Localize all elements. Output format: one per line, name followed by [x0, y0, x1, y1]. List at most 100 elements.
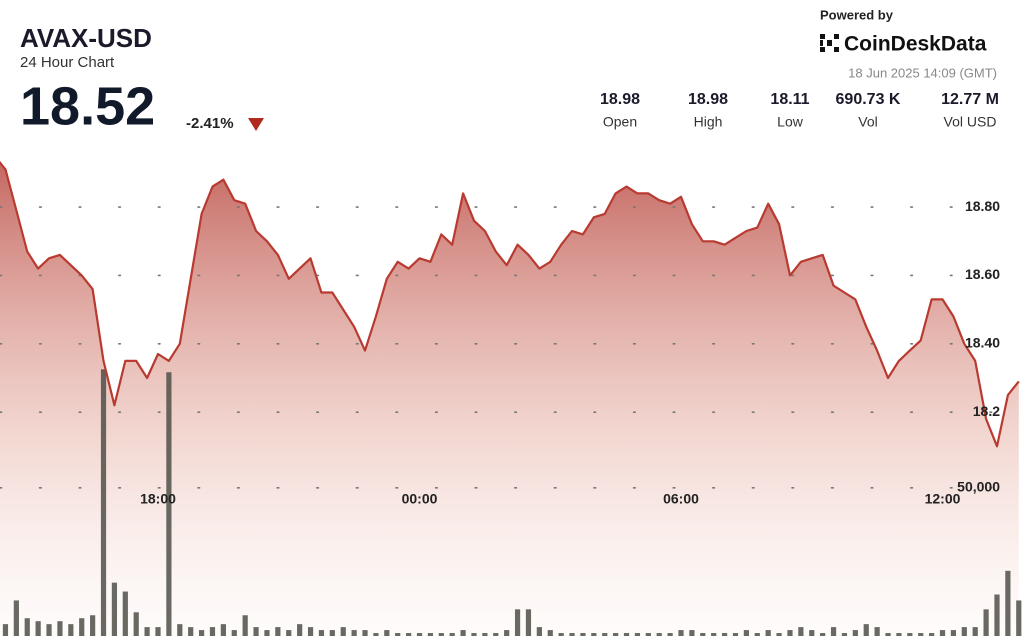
volume-bar	[961, 627, 967, 636]
volume-bar	[645, 633, 651, 636]
volume-bar	[188, 627, 194, 636]
volume-bar	[667, 633, 673, 636]
volume-bar	[198, 630, 205, 636]
volume-bar	[732, 633, 739, 636]
change: -2.41%	[186, 115, 234, 132]
volume-bar	[90, 615, 96, 636]
volume-bar	[1005, 570, 1011, 636]
volume-bar	[111, 582, 118, 636]
volume-bar	[514, 609, 521, 636]
x-tick-label: 06:00	[663, 491, 699, 507]
area-fill	[0, 162, 1019, 636]
volume-bar	[907, 633, 913, 636]
volume-bar	[939, 630, 946, 636]
stat-label: Vol USD	[944, 114, 997, 130]
volume-bar	[427, 633, 433, 636]
down-arrow	[248, 118, 264, 131]
volume-bar	[678, 630, 684, 636]
volume-bar	[122, 591, 128, 636]
volume-bar	[384, 630, 390, 636]
stat-value: 18.11	[770, 91, 809, 108]
volume-bar	[416, 633, 423, 636]
stat-value: 18.98	[688, 91, 728, 108]
volume-bar	[166, 372, 172, 636]
x-tick-label: 18:00	[140, 491, 176, 507]
volume-bar	[874, 627, 880, 636]
volume-bar	[307, 627, 314, 636]
volume-bar	[438, 633, 444, 636]
volume-bar	[547, 630, 553, 636]
stat-value: 690.73 K	[836, 91, 901, 108]
y-tick-label: 18.40	[965, 334, 1000, 350]
x-tick-label: 12:00	[925, 491, 961, 507]
volume-bar	[340, 627, 346, 636]
volume-bar	[493, 633, 499, 636]
y2-tick-label: 50,000	[957, 479, 1000, 495]
volume-bar	[634, 633, 641, 636]
stat-label: Open	[603, 114, 637, 130]
stat-label: High	[694, 114, 723, 130]
volume-bar	[35, 621, 41, 636]
powered-by: Powered by	[820, 7, 894, 22]
volume-bar	[841, 633, 848, 636]
volume-bar	[1016, 600, 1022, 636]
volume-bar	[776, 633, 782, 636]
volume-bar	[896, 633, 902, 636]
volume-bar	[721, 633, 728, 636]
volume-bar	[558, 633, 564, 636]
header: AVAX-USD 24 Hour Chart 18.52 -2.41% Powe…	[20, 7, 999, 136]
volume-bar	[580, 633, 586, 636]
volume-bar	[318, 630, 325, 636]
volume-bar	[983, 609, 989, 636]
volume-bar	[809, 630, 815, 636]
volume-bar	[68, 624, 74, 636]
volume-bar	[253, 627, 259, 636]
stat-value: 12.77 M	[941, 91, 999, 108]
volume-bar	[100, 369, 107, 636]
volume-bar	[177, 624, 183, 636]
volume-bar	[950, 630, 957, 636]
volume-bar	[373, 633, 379, 636]
volume-bar	[220, 624, 226, 636]
volume-bar	[46, 624, 52, 636]
volume-bar	[297, 624, 303, 636]
volume-bar	[569, 633, 575, 636]
volume-bar	[765, 630, 771, 636]
stat-label: Low	[777, 114, 804, 130]
volume-bar	[918, 633, 924, 636]
volume-bar	[482, 633, 488, 636]
volume-bar	[155, 627, 161, 636]
volume-bar	[2, 624, 9, 636]
volume-bar	[591, 633, 597, 636]
volume-bar	[460, 630, 466, 636]
volume-bar	[798, 627, 804, 636]
volume-bar	[471, 633, 477, 636]
volume-bar	[395, 633, 401, 636]
volume-bar	[689, 630, 695, 636]
volume-bar	[602, 633, 608, 636]
volume-bar	[242, 615, 248, 636]
volume-bar	[329, 630, 335, 636]
volume-bar	[133, 612, 139, 636]
stat-value: 18.98	[600, 91, 640, 108]
stat-label: Vol	[858, 114, 877, 130]
volume-bar	[787, 630, 793, 636]
volume-bar	[711, 633, 717, 636]
stats: 18.98 Open 18.98 High 18.11 Low 690.73 K Vol 12.…	[600, 91, 999, 129]
y-tick-label: 18.80	[965, 198, 1000, 214]
volume-bar	[525, 609, 532, 636]
volume-bar	[13, 600, 19, 636]
logo-icon	[820, 34, 839, 52]
brand: CoinDeskData	[844, 33, 987, 56]
price-line	[0, 160, 1020, 448]
volume-bar	[144, 627, 150, 636]
volume-bar	[536, 627, 542, 636]
volume-bar	[852, 630, 858, 636]
volume-bar	[406, 633, 412, 636]
volume-bar	[656, 633, 662, 636]
volume-bar	[286, 630, 292, 636]
y-tick-label: 18.60	[965, 266, 1000, 282]
volume-bar	[623, 633, 630, 636]
volume-bar	[231, 630, 237, 636]
